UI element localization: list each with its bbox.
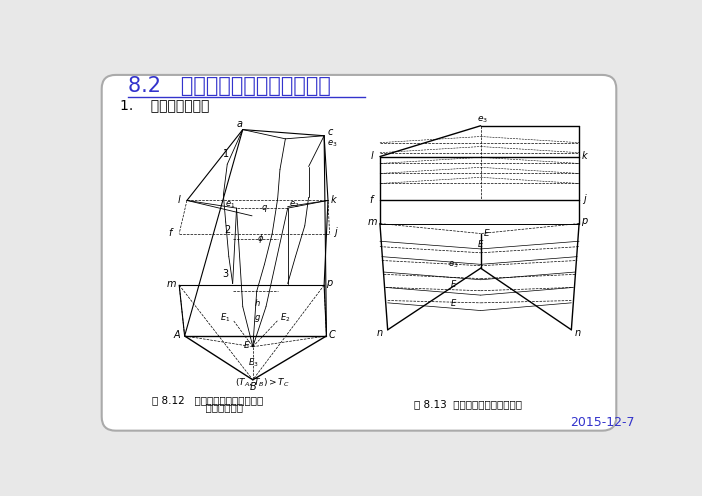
Text: $m$: $m$ [166, 279, 177, 289]
Text: $E$: $E$ [243, 339, 251, 350]
Text: $E_2$: $E_2$ [280, 312, 291, 324]
Text: $e_3$: $e_3$ [449, 259, 459, 270]
Text: 图 8.13  三相平衡区和两相共晶面: 图 8.13 三相平衡区和两相共晶面 [413, 399, 522, 409]
Text: $C$: $C$ [329, 328, 337, 340]
Text: $E$: $E$ [477, 238, 484, 249]
Text: $p$: $p$ [326, 278, 334, 290]
Text: $e_1$: $e_1$ [225, 200, 235, 210]
Text: $A$: $A$ [173, 328, 181, 340]
Text: $e_3$: $e_3$ [477, 115, 488, 125]
Text: $l$: $l$ [370, 149, 374, 161]
Text: $l$: $l$ [177, 193, 182, 205]
Text: $n$: $n$ [376, 328, 384, 338]
Text: $g$: $g$ [254, 313, 261, 324]
Text: $B$: $B$ [249, 380, 257, 392]
Text: $e_3$: $e_3$ [326, 138, 337, 149]
Text: $m$: $m$ [366, 217, 378, 227]
Text: $k$: $k$ [581, 149, 589, 161]
Text: 2015-12-7: 2015-12-7 [571, 416, 635, 429]
Text: $a$: $a$ [236, 119, 244, 129]
Text: 三元共晶相图: 三元共晶相图 [173, 403, 243, 413]
Text: $j$: $j$ [333, 225, 338, 239]
Text: 1: 1 [223, 149, 229, 159]
Text: 2: 2 [224, 225, 230, 235]
Text: $\phi$: $\phi$ [257, 233, 264, 246]
Text: $e_2$: $e_2$ [289, 200, 299, 210]
Text: $k$: $k$ [330, 193, 338, 205]
Text: $E_1$: $E_1$ [220, 312, 231, 324]
Text: $n$: $n$ [574, 328, 581, 338]
Text: $f$: $f$ [369, 193, 376, 205]
Text: $E$: $E$ [450, 278, 457, 289]
Text: $(T_A, T_B) > T_C$: $(T_A, T_B) > T_C$ [234, 376, 289, 389]
Text: $p$: $p$ [581, 216, 589, 228]
Text: 8.2   固态不溶解的三元共晶相图: 8.2 固态不溶解的三元共晶相图 [128, 76, 331, 96]
Text: $h$: $h$ [254, 297, 261, 309]
FancyBboxPatch shape [102, 75, 616, 431]
Text: 图 8.12   组元在固态完全不互溶的: 图 8.12 组元在固态完全不互溶的 [152, 395, 263, 405]
Text: $E$: $E$ [483, 227, 491, 238]
Text: $c$: $c$ [326, 127, 334, 137]
Text: 3: 3 [223, 269, 229, 279]
Text: $f$: $f$ [168, 226, 175, 238]
Text: $E$: $E$ [450, 297, 457, 309]
Text: 1.    相图的空间模型: 1. 相图的空间模型 [120, 98, 210, 112]
Text: $q$: $q$ [261, 203, 268, 214]
Text: $E_3$: $E_3$ [248, 357, 258, 369]
Text: $j$: $j$ [583, 192, 588, 206]
